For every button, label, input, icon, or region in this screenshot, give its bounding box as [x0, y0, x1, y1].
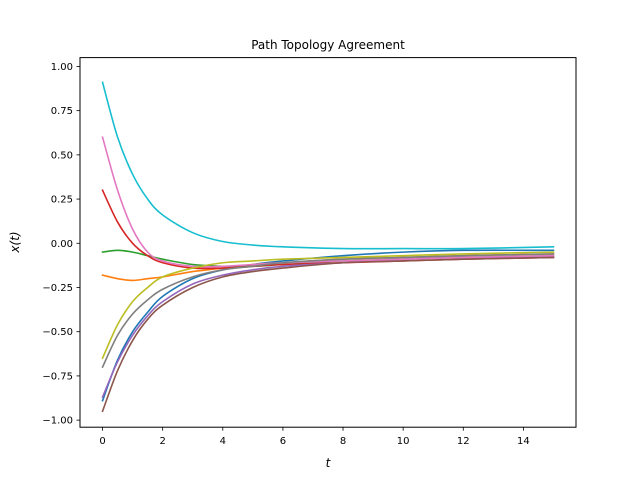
y-tick-label: −0.75	[42, 371, 73, 382]
series-line-9	[101, 251, 555, 360]
y-tick-label: 0.50	[51, 150, 73, 161]
series-line-10	[101, 81, 555, 250]
series-line-7	[101, 136, 555, 268]
x-tick-label: 14	[517, 436, 530, 447]
y-tick-label: 0.25	[51, 195, 73, 206]
plot-frame	[79, 57, 577, 428]
x-tick-label: 2	[159, 436, 165, 447]
y-tick-label: −0.50	[42, 327, 73, 338]
x-axis-title: t	[326, 456, 332, 470]
x-tick-label: 0	[99, 436, 105, 447]
y-tick-label: −0.25	[42, 283, 73, 294]
series-line-8	[101, 253, 555, 369]
y-axis-title: x(t)	[8, 231, 22, 253]
series-layer	[101, 81, 555, 413]
chart-title: Path Topology Agreement	[251, 38, 405, 52]
y-tick-label: 1.00	[51, 62, 73, 73]
x-tick-label: 6	[280, 436, 286, 447]
y-tick-label: 0.00	[51, 239, 73, 250]
x-tick-label: 4	[220, 436, 226, 447]
series-line-6	[101, 256, 555, 413]
x-tick-label: 12	[457, 436, 470, 447]
y-tick-label: 0.75	[51, 106, 73, 117]
x-tick-label: 8	[340, 436, 346, 447]
tick-layer: 0 2 4 6 8 10 12 14 −1.00 −0.75 −0.50 −0.25 0.00 0.25 0…	[42, 62, 529, 447]
x-tick-label: 10	[397, 436, 410, 447]
y-tick-label: −1.00	[42, 416, 73, 427]
